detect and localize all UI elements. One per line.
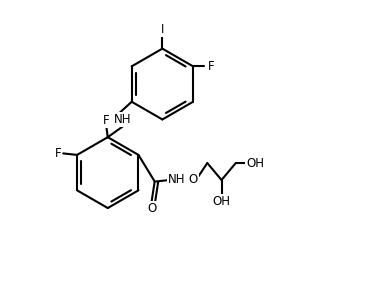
Text: OH: OH <box>212 195 231 208</box>
Text: O: O <box>189 173 198 187</box>
Text: F: F <box>208 60 215 73</box>
Text: I: I <box>161 23 164 36</box>
Text: O: O <box>147 202 156 215</box>
Text: NH: NH <box>114 113 131 126</box>
Text: F: F <box>55 147 61 160</box>
Text: NH: NH <box>168 173 186 187</box>
Text: OH: OH <box>246 156 264 170</box>
Text: F: F <box>103 114 110 128</box>
